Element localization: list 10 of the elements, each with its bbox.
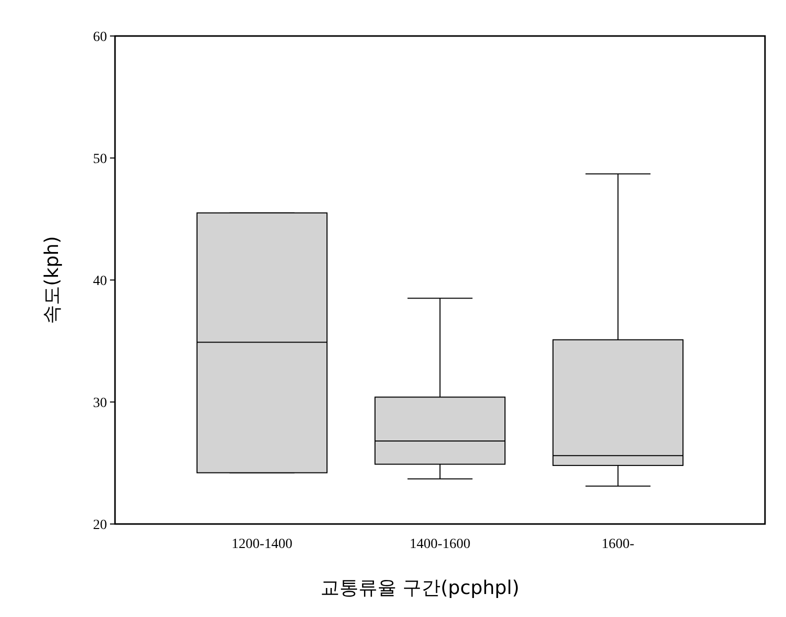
y-tick-label: 40 <box>93 274 107 289</box>
y-tick-label: 60 <box>93 30 107 45</box>
x-tick-label: 1400-1600 <box>410 537 470 552</box>
x-tick-label: 1600- <box>602 537 635 552</box>
x-tick-label: 1200-1400 <box>232 537 292 552</box>
y-axis-title: 속도(kph) <box>41 236 63 324</box>
x-axis-title: 교통류율 구간(pcphpl) <box>320 577 520 599</box>
y-tick-label: 50 <box>93 152 107 167</box>
y-tick-label: 20 <box>93 518 107 533</box>
y-tick-label: 30 <box>93 396 107 411</box>
